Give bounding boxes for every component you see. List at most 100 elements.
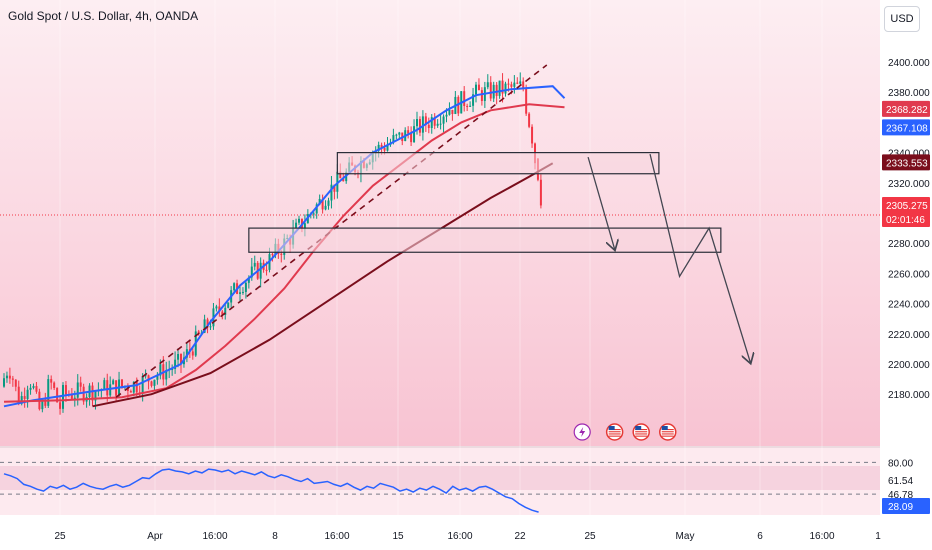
candle-body: [433, 117, 436, 126]
badge-rsi-bg: [882, 498, 930, 514]
candle-body: [480, 90, 483, 101]
candle-body: [76, 382, 79, 398]
grid: [59, 0, 823, 515]
flag-stripe: [661, 435, 674, 437]
candle-body: [318, 198, 321, 205]
time-axis: 25 Apr 16:00 8 16:00 15 16:00 22 25 May 6 16:00 1: [54, 531, 881, 542]
candle-body: [525, 87, 528, 114]
candle-body: [218, 306, 221, 312]
flag-stripe: [608, 433, 621, 435]
candle-body: [421, 116, 424, 133]
flag-stripe: [635, 431, 648, 433]
candle-body: [516, 82, 519, 84]
candle-body: [504, 83, 507, 94]
candle-body: [466, 105, 469, 107]
flag-stripe: [661, 433, 674, 435]
candle-body: [477, 84, 480, 91]
candle-body: [486, 82, 489, 88]
flag-stripe: [661, 431, 674, 433]
price-tick-label: 2240.000: [888, 300, 930, 311]
flag-stripe: [608, 435, 621, 437]
candle-body: [215, 306, 218, 309]
candle-body: [507, 83, 510, 85]
candle-body: [23, 396, 26, 399]
candle-body: [271, 254, 274, 256]
drawings: [115, 64, 750, 398]
candle-body: [56, 387, 59, 403]
badge-last-price: 2305.275: [886, 201, 928, 212]
time-tick-label: 22: [514, 531, 526, 542]
trend-line: [115, 64, 548, 398]
price-tick-label: 2220.000: [888, 330, 930, 341]
flag-canton: [661, 426, 668, 430]
candle-body: [327, 200, 330, 206]
badge-ma-red: 2368.282: [886, 105, 928, 116]
candle-body: [280, 253, 283, 255]
candle-body: [528, 113, 531, 127]
candle-body: [265, 269, 268, 271]
candle-body: [79, 382, 82, 387]
candle-body: [489, 82, 492, 99]
price-tick-label: 2280.000: [888, 239, 930, 250]
candle-body: [82, 386, 85, 402]
candle-body: [159, 364, 162, 376]
moving-average-dark: [92, 162, 554, 408]
candle-body: [73, 397, 76, 399]
price-tick-label: 2180.000: [888, 390, 930, 401]
candle-body: [41, 401, 44, 410]
candle-body: [144, 375, 147, 377]
candle-body: [377, 144, 380, 151]
candle-body: [244, 282, 247, 292]
candle-body: [247, 277, 250, 283]
candle-body: [475, 84, 477, 95]
badge-countdown: 02:01:46: [886, 215, 925, 226]
candle-body: [44, 401, 47, 406]
time-tick-label: Apr: [147, 531, 163, 542]
time-tick-label: 6: [757, 531, 763, 542]
candle-body: [103, 380, 106, 390]
currency-button[interactable]: USD: [884, 6, 920, 32]
candle-body: [330, 184, 333, 201]
candle-body: [53, 382, 56, 388]
zone-box: [336, 152, 660, 175]
candle-body: [59, 402, 62, 409]
candle-body: [135, 381, 138, 393]
candle-body: [64, 385, 67, 395]
candle-body: [430, 117, 433, 129]
candle-body: [436, 123, 439, 126]
candle-body: [469, 105, 472, 107]
candle-body: [5, 375, 8, 379]
candle-body: [315, 204, 318, 214]
candle-body: [495, 84, 498, 96]
candle-body: [20, 396, 23, 404]
time-axis-area: [0, 515, 932, 550]
candle-body: [191, 351, 194, 356]
candle-body: [112, 380, 115, 385]
flag-stripe: [608, 431, 621, 433]
candle-body: [303, 223, 306, 229]
projection-arrow: [587, 156, 615, 249]
candle-body: [392, 135, 395, 143]
candle-body: [3, 378, 5, 387]
candle-body: [147, 375, 150, 382]
candle-body: [321, 198, 324, 210]
candle-body: [203, 319, 206, 333]
candle-body: [209, 326, 212, 328]
candle-body: [29, 387, 32, 390]
candle-body: [445, 114, 448, 117]
price-tick-label: 2380.000: [888, 88, 930, 99]
candle-body: [132, 381, 135, 393]
badge-ma-dark: 2333.553: [886, 158, 928, 169]
candle-body: [250, 266, 253, 278]
badge-ma-red-bg: [882, 100, 930, 117]
candle-body: [531, 126, 534, 144]
flag-canton: [608, 426, 615, 430]
candle-body: [336, 171, 339, 192]
candle-body: [224, 307, 227, 315]
candle-body: [339, 171, 342, 179]
rsi-line: [3, 468, 539, 513]
badge-last-price-bg: [882, 197, 930, 228]
candle-body: [519, 81, 522, 84]
